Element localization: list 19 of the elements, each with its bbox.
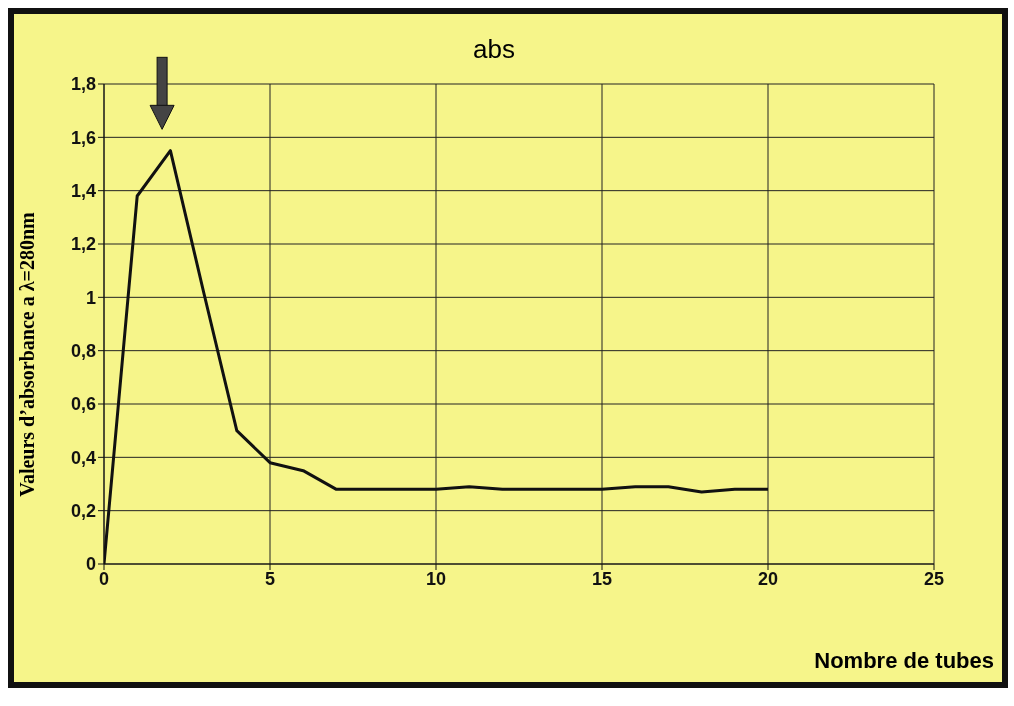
y-tick-label: 1,6	[70, 127, 96, 148]
y-tick-label: 0	[85, 554, 96, 575]
y-tick-label: 0,8	[70, 341, 96, 362]
x-tick-label: 15	[591, 568, 613, 589]
x-tick-label: 0	[98, 568, 110, 589]
x-tick-label: 10	[425, 568, 447, 589]
x-tick-label: 5	[264, 568, 276, 589]
x-axis-title: Nombre de tubes	[814, 648, 994, 674]
x-tick-label: 25	[923, 568, 945, 589]
y-axis-title: Valeurs d’absorbance a λ=280nm	[15, 211, 39, 497]
y-tick-label: 1,2	[70, 234, 96, 255]
y-tick-label: 0,6	[70, 394, 96, 415]
chart-title: abs	[472, 34, 516, 65]
x-tick-label: 20	[757, 568, 779, 589]
y-tick-label: 0,4	[70, 447, 96, 468]
y-tick-label: 1,4	[70, 181, 96, 202]
y-tick-label: 0,2	[70, 501, 96, 522]
y-tick-label: 1	[85, 287, 96, 308]
y-tick-label: 1,8	[70, 74, 96, 95]
